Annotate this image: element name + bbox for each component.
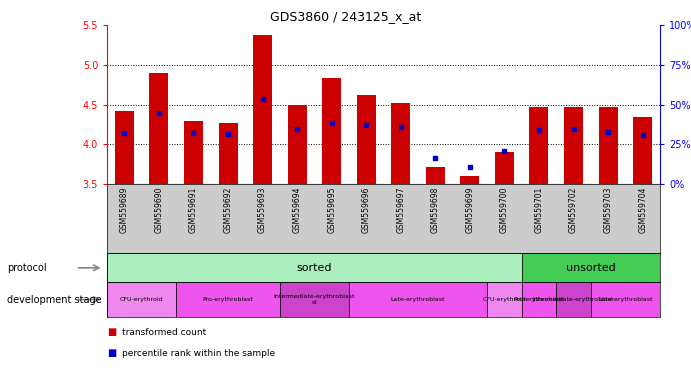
Text: GSM559702: GSM559702 <box>569 186 578 233</box>
Bar <box>184 121 203 184</box>
Text: protocol: protocol <box>7 263 46 273</box>
Text: GSM559699: GSM559699 <box>465 186 475 233</box>
Text: GSM559695: GSM559695 <box>327 186 337 233</box>
Text: sorted: sorted <box>296 263 332 273</box>
Text: GSM559691: GSM559691 <box>189 186 198 233</box>
Text: GSM559698: GSM559698 <box>430 186 440 233</box>
Bar <box>107 282 176 317</box>
Bar <box>391 103 410 184</box>
Text: CFU-erythroid: CFU-erythroid <box>482 297 527 302</box>
Text: Intermediate-erythroblast
st: Intermediate-erythroblast st <box>274 294 355 305</box>
Text: Intermediate-erythroblast: Intermediate-erythroblast <box>533 297 614 302</box>
Text: Pro-erythroblast: Pro-erythroblast <box>513 297 565 302</box>
Text: GSM559701: GSM559701 <box>534 186 544 233</box>
Text: GSM559696: GSM559696 <box>361 186 371 233</box>
Text: Late-erythroblast: Late-erythroblast <box>391 297 445 302</box>
Text: ■: ■ <box>107 327 116 337</box>
Text: unsorted: unsorted <box>566 263 616 273</box>
Text: GSM559689: GSM559689 <box>120 186 129 233</box>
Bar <box>218 123 238 184</box>
Text: Late-erythroblast: Late-erythroblast <box>598 297 652 302</box>
Text: GSM559690: GSM559690 <box>154 186 164 233</box>
Text: transformed count: transformed count <box>122 328 207 337</box>
Text: ■: ■ <box>107 348 116 358</box>
Bar <box>149 73 169 184</box>
Text: CFU-erythroid: CFU-erythroid <box>120 297 164 302</box>
Bar <box>357 95 376 184</box>
Text: GSM559704: GSM559704 <box>638 186 647 233</box>
Bar <box>522 253 660 282</box>
Text: GDS3860 / 243125_x_at: GDS3860 / 243125_x_at <box>270 10 421 23</box>
Text: development stage: development stage <box>7 295 102 305</box>
Text: percentile rank within the sample: percentile rank within the sample <box>122 349 276 358</box>
Text: GSM559694: GSM559694 <box>292 186 302 233</box>
Bar <box>556 282 591 317</box>
Bar <box>564 107 583 184</box>
Text: GSM559700: GSM559700 <box>500 186 509 233</box>
Text: GSM559703: GSM559703 <box>603 186 613 233</box>
Bar <box>280 282 349 317</box>
Bar <box>426 167 445 184</box>
Bar <box>287 104 307 184</box>
Bar <box>176 282 280 317</box>
Bar <box>487 282 522 317</box>
Text: Pro-erythroblast: Pro-erythroblast <box>202 297 254 302</box>
Bar <box>115 111 134 184</box>
Bar <box>598 107 618 184</box>
Bar <box>633 118 652 184</box>
Bar <box>349 282 487 317</box>
Bar <box>253 35 272 184</box>
Text: GSM559692: GSM559692 <box>223 186 233 233</box>
Bar <box>529 107 549 184</box>
Bar <box>591 282 660 317</box>
Text: GSM559697: GSM559697 <box>396 186 406 233</box>
Bar <box>495 152 514 184</box>
Bar <box>522 282 556 317</box>
Text: GSM559693: GSM559693 <box>258 186 267 233</box>
Bar <box>460 176 480 184</box>
Bar <box>107 253 522 282</box>
Bar <box>322 78 341 184</box>
